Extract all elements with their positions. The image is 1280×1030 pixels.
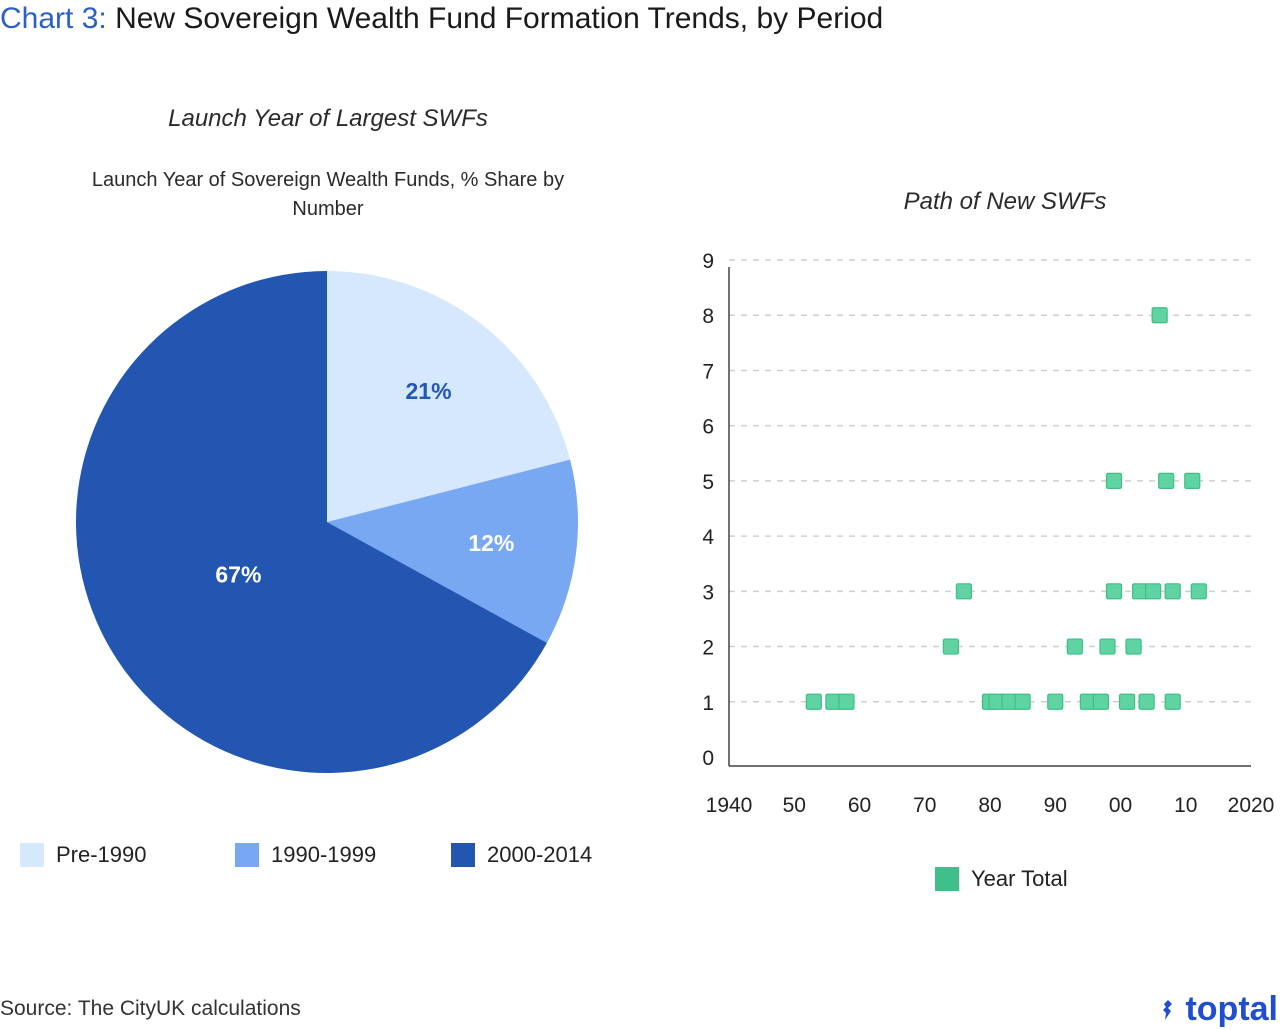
scatter-point	[1047, 693, 1064, 710]
scatter-point	[1184, 472, 1201, 489]
y-tick-label: 2	[702, 637, 714, 660]
pie-legend-item-1990-1999: 1990-1999	[235, 842, 376, 868]
pie-data-label: 21%	[406, 378, 452, 404]
scatter-point	[838, 693, 855, 710]
legend-swatch	[235, 843, 259, 867]
pie-chart-subtitle: Launch Year of Sovereign Wealth Funds, %…	[91, 169, 565, 220]
x-tick-label: 00	[1109, 794, 1132, 817]
y-tick-label: 5	[702, 471, 714, 494]
x-tick-label: 70	[913, 794, 936, 817]
scatter-point	[1099, 638, 1116, 655]
scatter-point	[805, 693, 822, 710]
scatter-point	[1105, 583, 1123, 600]
y-tick-label: 1	[702, 692, 714, 715]
pie-data-label: 67%	[215, 561, 261, 587]
scatter-point	[1151, 307, 1168, 324]
legend-label: 2000-2014	[487, 842, 593, 867]
pie-slice-1990-1999	[327, 459, 578, 643]
toptal-logo-icon	[1163, 999, 1173, 1020]
scatter-point	[1164, 583, 1181, 600]
x-tick-label: 90	[1044, 794, 1067, 817]
scatter-point	[1125, 638, 1142, 655]
x-tick-label: 60	[848, 794, 871, 817]
legend-label: Year Total	[971, 866, 1068, 891]
pie-data-label: 12%	[468, 530, 514, 556]
scatter-point	[1164, 693, 1181, 710]
toptal-logo: toptal	[1157, 990, 1278, 1029]
legend-swatch	[935, 867, 959, 891]
scatter-point	[1118, 693, 1136, 710]
y-tick-label: 0	[702, 747, 714, 770]
scatter-point	[1092, 693, 1110, 710]
pie-slice-2000-2014	[76, 271, 547, 773]
y-tick-label: 9	[702, 250, 714, 273]
x-tick-label: 50	[783, 794, 806, 817]
scatter-legend-item: Year Total	[935, 866, 1068, 892]
chart-number-label: Chart 3:	[0, 2, 107, 35]
scatter-point	[1066, 638, 1083, 655]
y-tick-label: 4	[702, 526, 714, 549]
scatter-point	[942, 638, 959, 655]
y-tick-label: 8	[702, 305, 714, 328]
legend-swatch	[20, 843, 44, 867]
legend-label: Pre-1990	[56, 842, 147, 867]
scatter-point	[1014, 693, 1031, 710]
scatter-chart-title: Path of New SWFs	[903, 188, 1107, 215]
y-tick-label: 7	[702, 360, 714, 383]
chart-header: Chart 3: New Sovereign Wealth Fund Forma…	[0, 2, 883, 36]
pie-legend-item-2000-2014: 2000-2014	[451, 842, 592, 868]
source-note: Source: The CityUK calculations	[0, 997, 301, 1020]
toptal-logo-text: toptal	[1185, 990, 1278, 1028]
pie-slice-pre-1990	[327, 271, 571, 522]
y-tick-label: 3	[702, 581, 714, 604]
pie-legend-item-pre-1990: Pre-1990	[20, 842, 147, 868]
pie-chart-title: Launch Year of Largest SWFs	[168, 105, 488, 132]
scatter-point	[1190, 583, 1207, 600]
scatter-point	[1158, 472, 1175, 489]
y-tick-label: 6	[702, 416, 714, 439]
legend-swatch	[451, 843, 475, 867]
x-tick-label: 2020	[1228, 794, 1275, 817]
scatter-point	[1145, 583, 1162, 600]
chart-title: New Sovereign Wealth Fund Formation Tren…	[115, 2, 884, 35]
x-tick-label: 10	[1174, 794, 1197, 817]
x-tick-label: 80	[978, 794, 1001, 817]
scatter-point	[1105, 472, 1123, 489]
scatter-point	[1138, 693, 1155, 710]
scatter-point	[955, 583, 973, 600]
legend-label: 1990-1999	[271, 842, 377, 867]
x-tick-label: 1940	[706, 794, 753, 817]
